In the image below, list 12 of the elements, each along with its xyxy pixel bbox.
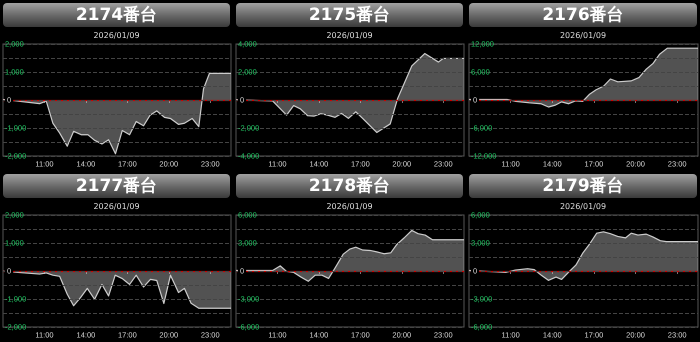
- chart-title: 2174番台: [3, 3, 230, 27]
- chart-subtitle: 2026/01/09: [560, 31, 606, 40]
- chart-subtitle: 2026/01/09: [93, 202, 140, 211]
- chart-title: 2178番台: [236, 174, 463, 198]
- chart-subtitle: 2026/01/09: [93, 31, 140, 40]
- chart-title: 2176番台: [469, 3, 697, 27]
- chart-title: 2179番台: [469, 174, 697, 198]
- chart-subtitle: 2026/01/09: [326, 202, 373, 211]
- chart-subtitle: 2026/01/09: [560, 202, 606, 211]
- chart-title: 2177番台: [3, 174, 230, 198]
- chart-subtitle: 2026/01/09: [326, 31, 373, 40]
- chart-title: 2175番台: [236, 3, 463, 27]
